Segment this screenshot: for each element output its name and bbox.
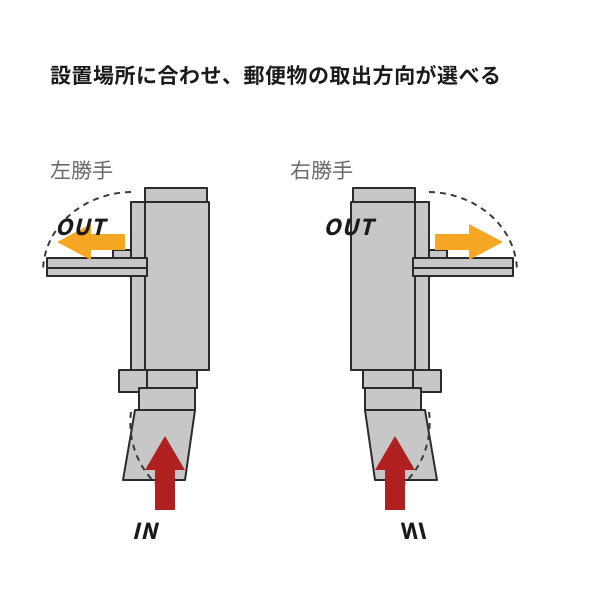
in-label: IN xyxy=(132,514,158,546)
out-label: OUT xyxy=(55,210,106,242)
mailbox-body xyxy=(351,188,513,480)
headline: 設置場所に合わせ、郵便物の取出方向が選べる xyxy=(50,60,502,90)
diagram-right: OUT IN xyxy=(305,180,525,550)
out-label: OUT xyxy=(323,210,374,242)
in-label: IN xyxy=(402,514,428,546)
diagram-left: OUT IN xyxy=(35,180,255,550)
